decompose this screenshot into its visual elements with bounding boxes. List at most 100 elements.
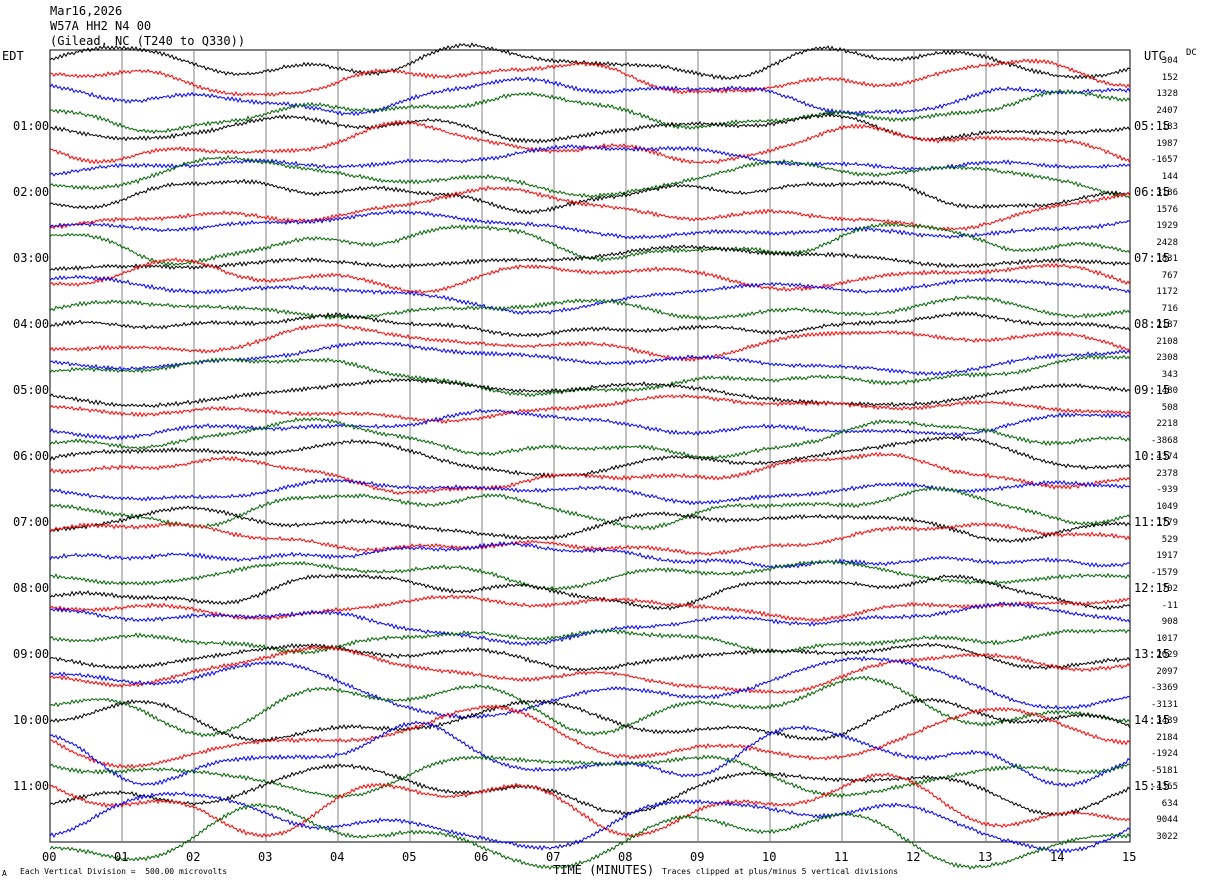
dc-offset-label: 1831 bbox=[1156, 254, 1178, 264]
x-tick-label: 02 bbox=[186, 850, 201, 864]
seismic-trace bbox=[49, 310, 1131, 338]
dc-offset-label: 908 bbox=[1161, 617, 1178, 627]
left-time-tick: 11:00 bbox=[13, 779, 50, 793]
seismic-trace bbox=[49, 417, 1131, 460]
dc-offset-label: 702 bbox=[1161, 584, 1178, 594]
left-time-tick: 03:00 bbox=[13, 251, 50, 265]
x-tick-label: 06 bbox=[474, 850, 489, 864]
dc-offset-label: -3131 bbox=[1150, 699, 1178, 710]
seismic-trace bbox=[49, 628, 1131, 655]
seismic-trace bbox=[49, 42, 1131, 81]
x-tick-label: 07 bbox=[546, 850, 561, 864]
dc-offset-label: 1017 bbox=[1156, 633, 1178, 644]
dc-offset-label: 634 bbox=[1161, 798, 1178, 809]
seismic-trace bbox=[49, 451, 1131, 496]
x-tick-label: 14 bbox=[1050, 850, 1065, 864]
dc-offset-label: 716 bbox=[1161, 303, 1178, 314]
right-time-tick: 06:15 bbox=[1134, 185, 1171, 199]
left-time-tick: 04:00 bbox=[13, 317, 50, 331]
left-time-tick: 01:00 bbox=[13, 119, 50, 133]
seismic-trace bbox=[49, 435, 1131, 479]
right-time-tick: 12:15 bbox=[1134, 581, 1171, 595]
seismic-trace bbox=[49, 594, 1131, 623]
x-tick-label: 04 bbox=[330, 850, 345, 864]
dc-offset-label: 4374 bbox=[1156, 452, 1178, 462]
seismic-trace bbox=[50, 704, 1131, 770]
x-tick-label: 15 bbox=[1122, 850, 1137, 864]
dc-offset-label: 152 bbox=[1161, 72, 1178, 83]
dc-offset-label: 767 bbox=[1161, 270, 1178, 281]
seismic-trace bbox=[49, 274, 1131, 316]
header-location: (Gilead, NC (T240 to Q330)) bbox=[50, 34, 246, 48]
x-tick-label: 08 bbox=[618, 850, 633, 864]
left-time-tick: 02:00 bbox=[13, 185, 50, 199]
left-time-tick: 09:00 bbox=[13, 647, 50, 661]
dc-offset-label: 1779 bbox=[1156, 518, 1178, 528]
right-time-tick: 13:15 bbox=[1134, 647, 1171, 661]
dc-offset-label: -3868 bbox=[1150, 435, 1178, 446]
dc-offset-label: 1576 bbox=[1156, 204, 1178, 215]
seismic-trace bbox=[49, 88, 1131, 135]
seismic-trace bbox=[49, 675, 1131, 738]
dc-offset-label: 2218 bbox=[1156, 419, 1178, 429]
dc-offset-label: 343 bbox=[1161, 369, 1178, 380]
x-tick-label: 03 bbox=[258, 850, 273, 864]
seismic-trace bbox=[49, 119, 1131, 165]
seismic-trace bbox=[49, 791, 1131, 854]
right-time-tick: 10:15 bbox=[1134, 449, 1171, 463]
seismic-trace bbox=[49, 521, 1131, 557]
x-tick-label: 09 bbox=[690, 850, 705, 864]
seismic-trace bbox=[49, 322, 1131, 363]
seismic-trace bbox=[49, 485, 1131, 531]
right-time-tick: 09:15 bbox=[1134, 383, 1171, 397]
seismic-trace bbox=[49, 377, 1131, 409]
seismic-trace bbox=[49, 209, 1131, 240]
dc-offset-label: 2184 bbox=[1156, 732, 1178, 743]
footer-marker: A bbox=[2, 869, 7, 878]
dc-offset-label: 2097 bbox=[1156, 666, 1178, 677]
dc-offset-label: 3186 bbox=[1156, 188, 1178, 198]
dc-offset-label: 3439 bbox=[1156, 716, 1178, 726]
x-tick-label: 10 bbox=[762, 850, 777, 864]
right-time-tick: 08:15 bbox=[1134, 317, 1171, 331]
dc-offset-label: 1917 bbox=[1156, 551, 1178, 561]
seismic-trace bbox=[49, 76, 1131, 117]
x-axis-label: TIME (MINUTES) bbox=[553, 863, 655, 877]
seismic-trace bbox=[49, 257, 1131, 295]
left-time-tick: 06:00 bbox=[13, 449, 50, 463]
x-tick-label: 11 bbox=[834, 850, 849, 864]
scale-note: Each Vertical Division = 500.00 microvol… bbox=[20, 867, 228, 876]
right-time-tick: 07:15 bbox=[1134, 251, 1171, 265]
dc-offset-label: 2407 bbox=[1156, 105, 1178, 116]
seismic-trace bbox=[49, 178, 1131, 215]
right-time-tick: 05:15 bbox=[1134, 119, 1171, 133]
seismic-trace bbox=[49, 573, 1131, 611]
seismic-trace bbox=[49, 505, 1131, 544]
seismic-trace bbox=[49, 408, 1131, 441]
dc-offset-label: 508 bbox=[1161, 402, 1178, 413]
x-tick-label: 12 bbox=[906, 850, 921, 864]
seismic-trace bbox=[49, 697, 1131, 743]
dc-offset-label: 2187 bbox=[1156, 320, 1178, 330]
dc-offset-label: -11 bbox=[1161, 600, 1178, 611]
left-time-tick: 05:00 bbox=[13, 383, 50, 397]
dc-offset-label: -1579 bbox=[1150, 567, 1178, 578]
dc-offset-label: -3369 bbox=[1150, 683, 1178, 693]
left-axis-title: EDT bbox=[2, 49, 24, 63]
dc-offset-label: 2629 bbox=[1156, 650, 1178, 660]
dc-offset-label: 1172 bbox=[1156, 287, 1178, 297]
x-tick-label: 13 bbox=[978, 850, 993, 864]
dc-offset-label: -480 bbox=[1156, 386, 1178, 396]
x-tick-label: 05 bbox=[402, 850, 417, 864]
seismic-trace bbox=[49, 112, 1131, 144]
dc-offset-label: 2428 bbox=[1156, 237, 1178, 248]
dc-offset-label: 183 bbox=[1161, 122, 1178, 132]
seismic-trace bbox=[49, 645, 1131, 695]
seismic-trace bbox=[49, 244, 1131, 272]
dc-offset-label: 1987 bbox=[1156, 138, 1178, 149]
left-time-tick: 08:00 bbox=[13, 581, 50, 595]
right-time-tick: 15:15 bbox=[1134, 779, 1171, 793]
dc-offset-label: 3022 bbox=[1156, 831, 1178, 842]
seismic-trace bbox=[49, 185, 1131, 232]
